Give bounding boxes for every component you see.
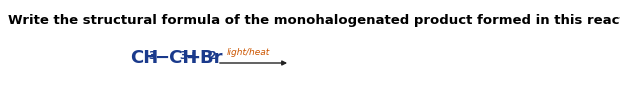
Text: Write the structural formula of the monohalogenated product formed in this react: Write the structural formula of the mono…: [8, 14, 620, 27]
Text: 3: 3: [148, 51, 156, 61]
Text: 2: 2: [208, 51, 216, 61]
Text: light/heat: light/heat: [227, 48, 270, 57]
Text: +Br: +Br: [185, 49, 223, 67]
Text: CH: CH: [130, 49, 158, 67]
Text: 3: 3: [179, 51, 187, 61]
Text: −CH: −CH: [154, 49, 197, 67]
